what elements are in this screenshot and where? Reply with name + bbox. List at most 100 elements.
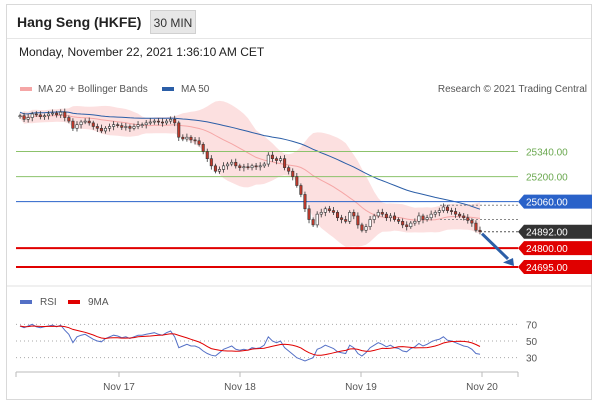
candle-up bbox=[132, 126, 136, 129]
candle-down bbox=[344, 219, 348, 222]
last-price-tag bbox=[518, 224, 592, 239]
candle-down bbox=[287, 167, 291, 172]
candle-up bbox=[103, 127, 107, 132]
last-price-label: 24892.00 bbox=[526, 228, 568, 239]
candle-down bbox=[401, 221, 405, 226]
candle-down bbox=[356, 215, 360, 226]
candle-up bbox=[348, 212, 352, 222]
candle-down bbox=[120, 125, 124, 128]
bb-legend-label: MA 20 + Bollinger Bands bbox=[38, 84, 148, 95]
candle-up bbox=[18, 115, 22, 118]
x-tick-label: Nov 19 bbox=[345, 382, 377, 393]
candle-up bbox=[165, 120, 169, 124]
candle-down bbox=[173, 119, 177, 124]
rsi-tick-label: 70 bbox=[526, 320, 538, 331]
candle-down bbox=[254, 165, 258, 168]
credit-text: Research © 2021 Trading Central bbox=[438, 84, 587, 95]
support-label: 24695.00 bbox=[526, 263, 568, 274]
bb-legend-swatch bbox=[20, 87, 32, 91]
forecast-arrow-line bbox=[480, 232, 510, 260]
candle-up bbox=[413, 221, 417, 224]
candle-up bbox=[417, 215, 421, 222]
candle-up bbox=[79, 121, 83, 125]
candle-down bbox=[22, 115, 26, 120]
candle-down bbox=[156, 120, 160, 123]
main-plot: 25340.00 25200.00 25060.00 24892.00 24800.00… bbox=[16, 100, 592, 274]
forecast-arrow-head bbox=[503, 258, 514, 267]
ma20-line bbox=[19, 114, 481, 221]
candle-up bbox=[368, 219, 372, 227]
candle-up bbox=[222, 165, 226, 170]
candle-up bbox=[315, 213, 319, 226]
candle-down bbox=[299, 185, 303, 195]
candle-up bbox=[75, 124, 79, 129]
candle-up bbox=[140, 124, 144, 126]
candle-down bbox=[274, 158, 278, 161]
instrument-title: Hang Seng (HKFE) bbox=[17, 14, 142, 30]
candle-down bbox=[474, 222, 478, 231]
candle-down bbox=[246, 166, 250, 169]
timeframe-button[interactable]: 30 MIN bbox=[150, 10, 196, 34]
candle-down bbox=[160, 121, 164, 124]
chart-widget: Hang Seng (HKFE) 30 MIN Monday, November… bbox=[6, 4, 592, 400]
candle-down bbox=[336, 212, 340, 219]
candle-down bbox=[384, 213, 388, 219]
candle-down bbox=[397, 219, 401, 222]
candle-down bbox=[360, 224, 364, 231]
resistance-label: 25340.00 bbox=[526, 148, 568, 159]
candle-down bbox=[87, 120, 91, 124]
candle-down bbox=[128, 126, 132, 129]
candle-down bbox=[458, 213, 462, 217]
ma50-line bbox=[19, 111, 481, 210]
candle-up bbox=[46, 113, 51, 117]
candle-down bbox=[38, 114, 42, 117]
candle-up bbox=[266, 154, 270, 165]
candle-up bbox=[372, 215, 376, 220]
candle-up bbox=[226, 163, 230, 167]
candle-up bbox=[250, 165, 254, 168]
x-tick-label: Nov 20 bbox=[466, 382, 498, 393]
ma50-legend-label: MA 50 bbox=[181, 84, 210, 95]
candle-down bbox=[331, 210, 335, 213]
candle-up bbox=[124, 126, 128, 128]
candle-down bbox=[91, 122, 95, 127]
candle-down bbox=[340, 217, 344, 220]
ma50-legend-swatch bbox=[162, 87, 174, 91]
x-tick-label: Nov 18 bbox=[224, 382, 256, 393]
candle-up bbox=[388, 215, 392, 219]
candle-up bbox=[409, 222, 413, 227]
candle-down bbox=[291, 170, 295, 177]
support-label: 24800.00 bbox=[526, 244, 568, 255]
candle-down bbox=[55, 112, 59, 116]
support-tag bbox=[518, 259, 592, 274]
candle-down bbox=[189, 136, 193, 141]
candle-down bbox=[63, 111, 67, 118]
ma9-legend-label: 9MA bbox=[88, 297, 109, 308]
candle-down bbox=[283, 158, 287, 168]
resistance-label: 25200.00 bbox=[526, 173, 568, 184]
candle-down bbox=[462, 215, 466, 219]
x-tick-label: Nov 17 bbox=[103, 382, 135, 393]
candle-down bbox=[238, 165, 242, 168]
candle-down bbox=[213, 165, 217, 172]
candle-down bbox=[177, 122, 181, 138]
candle-down bbox=[449, 210, 454, 212]
candle-down bbox=[71, 120, 75, 129]
candle-down bbox=[327, 208, 331, 211]
candle-up bbox=[26, 117, 30, 120]
candle-up bbox=[51, 112, 55, 115]
rsi-ma9-line bbox=[19, 325, 481, 356]
candle-up bbox=[364, 226, 368, 231]
pivot-tag bbox=[518, 194, 592, 209]
candle-down bbox=[421, 215, 425, 220]
candle-down bbox=[95, 126, 99, 129]
candle-down bbox=[466, 217, 470, 221]
candle-down bbox=[67, 117, 71, 122]
candle-down bbox=[393, 215, 397, 220]
candle-up bbox=[136, 124, 140, 127]
rsi-legend-label: RSI bbox=[40, 297, 57, 308]
candle-up bbox=[112, 124, 116, 127]
candle-up bbox=[144, 122, 148, 125]
candle-down bbox=[352, 212, 356, 217]
